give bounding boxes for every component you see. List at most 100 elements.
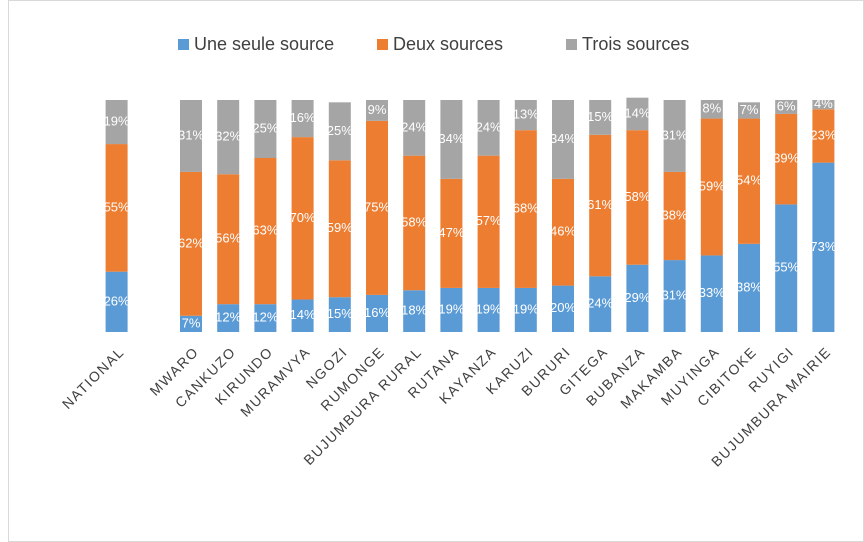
value-label: 70%	[290, 210, 316, 225]
bar-segment	[180, 171, 202, 316]
value-label: 32%	[215, 129, 241, 144]
bar-segment	[291, 100, 314, 138]
value-label: 25%	[327, 123, 353, 138]
legend-label: Deux sources	[393, 34, 503, 54]
value-label: 46%	[550, 224, 576, 239]
value-label: 8%	[702, 101, 721, 116]
bar-segment	[403, 155, 426, 291]
x-tick-label: NATIONAL	[59, 343, 128, 412]
bar-segment	[180, 315, 202, 332]
value-label: 31%	[178, 127, 204, 142]
bar-segment	[514, 100, 537, 131]
bar-segment	[738, 243, 760, 332]
legend-swatch	[178, 39, 189, 50]
value-label: 23%	[810, 127, 836, 142]
value-label: 58%	[624, 189, 650, 204]
value-label: 12%	[215, 310, 241, 325]
bar-segment	[552, 178, 574, 286]
value-label: 61%	[587, 197, 613, 212]
value-label: 19%	[438, 301, 464, 316]
bar-segment	[105, 144, 128, 272]
value-label: 63%	[252, 223, 278, 238]
value-label: 58%	[401, 214, 427, 229]
value-label: 59%	[327, 220, 353, 235]
value-label: 15%	[327, 306, 353, 321]
legend-label: Une seule source	[194, 34, 334, 54]
value-label: 68%	[513, 200, 539, 215]
value-label: 54%	[736, 173, 762, 188]
bar-segment	[663, 260, 686, 332]
bar-segment	[366, 120, 388, 295]
bar-segment	[663, 100, 686, 172]
bar-segment	[700, 255, 723, 332]
bar-segment	[589, 100, 612, 135]
value-label: 16%	[290, 110, 316, 125]
bar-segment	[403, 100, 426, 156]
bar-segment	[626, 97, 649, 131]
bar-segment	[663, 171, 686, 261]
bar-segment	[812, 100, 835, 110]
value-label: 55%	[104, 199, 130, 214]
bar-segment	[738, 102, 760, 119]
value-label: 6%	[777, 98, 796, 113]
value-label: 34%	[438, 131, 464, 146]
bar-segment	[626, 130, 649, 265]
bar-segment	[254, 304, 277, 332]
bar-segment	[552, 285, 574, 332]
bar-segment	[514, 130, 537, 288]
legend-swatch	[566, 39, 577, 50]
value-label: 38%	[736, 279, 762, 294]
value-label: 14%	[290, 307, 316, 322]
bar-segment	[775, 204, 798, 332]
value-label: 9%	[368, 102, 387, 117]
bar-segment	[552, 100, 574, 179]
value-label: 31%	[662, 287, 688, 302]
bar-segment	[291, 299, 314, 332]
value-label: 31%	[662, 127, 688, 142]
value-label: 19%	[476, 301, 502, 316]
value-label: 19%	[513, 301, 539, 316]
value-label: 15%	[587, 109, 613, 124]
value-label: 14%	[624, 105, 650, 120]
value-label: 47%	[438, 225, 464, 240]
bar-segment	[366, 100, 388, 121]
bar-segment	[477, 155, 500, 288]
bar-segment	[291, 137, 314, 300]
value-label: 20%	[550, 300, 576, 315]
bar-segment	[738, 118, 760, 244]
bar-segment	[700, 118, 723, 256]
bar-segment	[105, 100, 128, 145]
value-label: 56%	[215, 231, 241, 246]
bar-segment	[254, 100, 277, 158]
bar-segment	[477, 287, 500, 332]
value-label: 12%	[252, 310, 278, 325]
value-label: 16%	[364, 305, 390, 320]
bar-segment	[440, 100, 463, 179]
value-label: 7%	[182, 315, 201, 330]
value-label: 33%	[699, 285, 725, 300]
value-label: 13%	[513, 107, 539, 122]
chart-border	[8, 0, 864, 542]
bar-segment	[626, 264, 649, 332]
value-label: 24%	[401, 119, 427, 134]
value-label: 25%	[252, 120, 278, 135]
bar-segment	[589, 134, 612, 277]
value-label: 19%	[104, 113, 130, 128]
bar-segment	[775, 100, 798, 114]
value-label: 24%	[587, 296, 613, 311]
bar-segment	[328, 102, 351, 161]
value-label: 4%	[814, 96, 833, 111]
bar-segment	[440, 287, 463, 332]
bar-segment	[217, 174, 240, 305]
value-label: 24%	[476, 119, 502, 134]
value-label: 73%	[810, 239, 836, 254]
legend-swatch	[377, 39, 388, 50]
bar-segment	[217, 304, 240, 332]
bar-segment	[403, 290, 426, 332]
value-label: 38%	[662, 207, 688, 222]
bar-segment	[775, 113, 798, 205]
bar-segment	[514, 287, 537, 332]
value-label: 26%	[104, 293, 130, 308]
bar-segment	[180, 100, 202, 172]
